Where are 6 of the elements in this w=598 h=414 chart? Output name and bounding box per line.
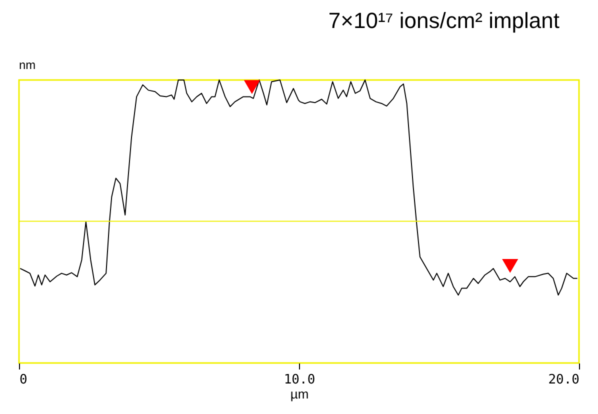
x-tick-label: 20.0 bbox=[548, 372, 580, 388]
x-tick-label: 0 bbox=[20, 372, 28, 388]
x-axis-title: µm bbox=[290, 386, 309, 402]
x-tick-label: 10.0 bbox=[284, 372, 316, 388]
chart-title: 7×10¹⁷ ions/cm² implant bbox=[328, 8, 560, 33]
y-axis-title: nm bbox=[19, 58, 36, 72]
